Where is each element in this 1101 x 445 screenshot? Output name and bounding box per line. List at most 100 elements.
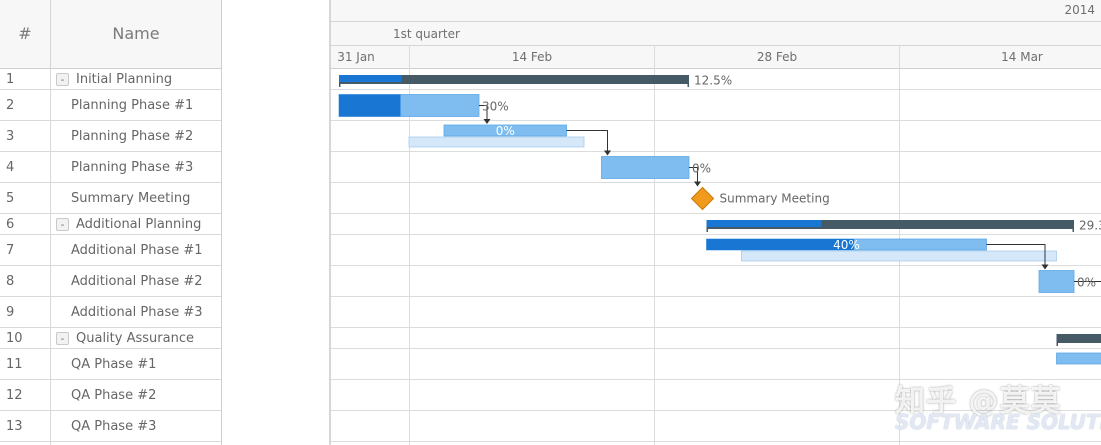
grid-row-additional-phase-1[interactable]: 7 Additional Phase #1 (0, 235, 221, 266)
bar-labels: 12.5%30%0%0%Summary Meeting29.33%40%0%0%… (482, 74, 1101, 290)
baseline-bar (741, 250, 1057, 262)
summary-bar[interactable] (1056, 334, 1101, 343)
summary-bar[interactable] (706, 220, 1075, 229)
row-number: 3 (6, 129, 15, 144)
task-name: Additional Phase #3 (71, 305, 203, 320)
row-number: 8 (6, 274, 15, 289)
dependency-connector (986, 244, 1046, 266)
progress-label: 0% (692, 162, 711, 176)
splitter-area (222, 0, 330, 445)
grid-row-planning-phase-1[interactable]: 2 Planning Phase #1 (0, 90, 221, 121)
grid-row-initial-planning[interactable]: 1 - Initial Planning (0, 69, 221, 90)
dependency-arrowhead (1041, 264, 1049, 270)
collapse-toggle-icon[interactable]: - (56, 218, 69, 231)
column-header-name[interactable]: Name (112, 24, 160, 43)
row-number: 5 (6, 191, 15, 206)
grid-row-summary-meeting[interactable]: 5 Summary Meeting (0, 183, 221, 214)
row-number: 13 (6, 419, 23, 434)
grid-row-qa-phase-3[interactable]: 13 QA Phase #3 (0, 411, 221, 442)
dependency-arrowhead (483, 119, 491, 124)
dependency-links (479, 105, 1101, 282)
splitter-handle[interactable] (329, 0, 331, 445)
grid-row-additional-phase-3[interactable]: 9 Additional Phase #3 (0, 297, 221, 328)
progress-label: 30% (482, 100, 509, 114)
grid-row-additional-planning[interactable]: 6 - Additional Planning (0, 214, 221, 235)
task-bar[interactable] (1056, 352, 1101, 365)
grid-row-qa-phase-1[interactable]: 11 QA Phase #1 (0, 349, 221, 380)
grid-row-quality-assurance[interactable]: 10 - Quality Assurance (0, 328, 221, 349)
task-name: QA Phase #1 (71, 357, 157, 372)
task-name: Additional Planning (76, 217, 202, 232)
progress-label: 29.33% (1079, 219, 1101, 233)
row-number: 9 (6, 305, 15, 320)
progress-label: 40% (833, 238, 860, 252)
summary-tick-left (339, 83, 341, 87)
task-name: Initial Planning (76, 72, 173, 87)
date-tick-label: 14 Feb (512, 50, 552, 64)
task-bar[interactable] (601, 156, 690, 179)
row-number: 1 (6, 72, 15, 87)
grid-header: # Name (0, 0, 221, 69)
dependency-connector (689, 167, 698, 183)
task-name: Additional Phase #1 (71, 243, 203, 258)
dependency-connector (566, 130, 608, 152)
row-number: 2 (6, 98, 15, 113)
column-header-number[interactable]: # (0, 0, 51, 68)
task-progress (339, 94, 401, 117)
summary-tick-right (687, 83, 689, 87)
summary-progress (706, 220, 822, 227)
task-name: QA Phase #2 (71, 388, 157, 403)
summary-tick-right (1072, 228, 1074, 232)
watermark: 知乎 @莫莫 (895, 384, 1062, 419)
task-name: Additional Phase #2 (71, 274, 203, 289)
task-name: Planning Phase #3 (71, 160, 194, 175)
dependency-connector (1074, 281, 1101, 282)
task-name: QA Phase #3 (71, 419, 157, 434)
watermark-sub: SOFTWARE SOLUTIONS (895, 410, 1101, 434)
summary-progress (339, 75, 402, 82)
quarter-label: 1st quarter (393, 27, 460, 41)
row-number: 11 (6, 357, 23, 372)
summary-tick-left (706, 228, 708, 232)
grid-row-additional-phase-2[interactable]: 8 Additional Phase #2 (0, 266, 221, 297)
dependency-arrowhead (694, 181, 701, 187)
progress-label: 12.5% (694, 74, 732, 88)
grid-row-planning-phase-3[interactable]: 4 Planning Phase #3 (0, 152, 221, 183)
data-grid: # Name 1- Initial Planning 2 Planning Phase… (0, 0, 222, 445)
row-number: 4 (6, 160, 15, 175)
date-tick-label: 28 Feb (757, 50, 797, 64)
progress-label: 0% (496, 124, 515, 138)
timeline-header: 2014 1st quarter 31 Jan 14 Feb 28 Feb 14 Mar (331, 0, 1101, 69)
progress-label: 0% (1077, 276, 1096, 290)
grid-row-qa-phase-2[interactable]: 12 QA Phase #2 (0, 380, 221, 411)
collapse-toggle-icon[interactable]: - (56, 73, 69, 86)
timeline-gridlines (331, 45, 1101, 445)
summary-bar[interactable] (339, 75, 689, 84)
task-name: Quality Assurance (76, 331, 194, 346)
date-tick-label: 31 Jan (337, 50, 375, 64)
task-bars (338, 75, 1101, 365)
row-number: 6 (6, 217, 15, 232)
task-name: Summary Meeting (71, 191, 191, 206)
milestone-marker[interactable] (690, 186, 715, 211)
year-label: 2014 (1064, 3, 1095, 17)
date-tick-label: 14 Mar (1001, 50, 1043, 64)
milestone-label: Summary Meeting (720, 192, 830, 206)
task-name: Planning Phase #2 (71, 129, 194, 144)
collapse-toggle-icon[interactable]: - (56, 332, 69, 345)
baselines (408, 136, 1057, 262)
dependency-connector (479, 105, 488, 120)
task-name: Planning Phase #1 (71, 98, 194, 113)
row-number: 12 (6, 388, 23, 403)
summary-tick-left (1056, 342, 1058, 346)
row-number: 7 (6, 243, 15, 258)
task-bar[interactable] (1038, 270, 1075, 293)
dependency-arrowhead (604, 150, 611, 156)
header-background (331, 0, 1101, 68)
grid-row-planning-phase-2[interactable]: 3 Planning Phase #2 (0, 121, 221, 152)
baseline-bar (408, 136, 585, 148)
column-divider[interactable] (50, 68, 51, 445)
task-progress (706, 239, 854, 250)
row-number: 10 (6, 331, 23, 346)
